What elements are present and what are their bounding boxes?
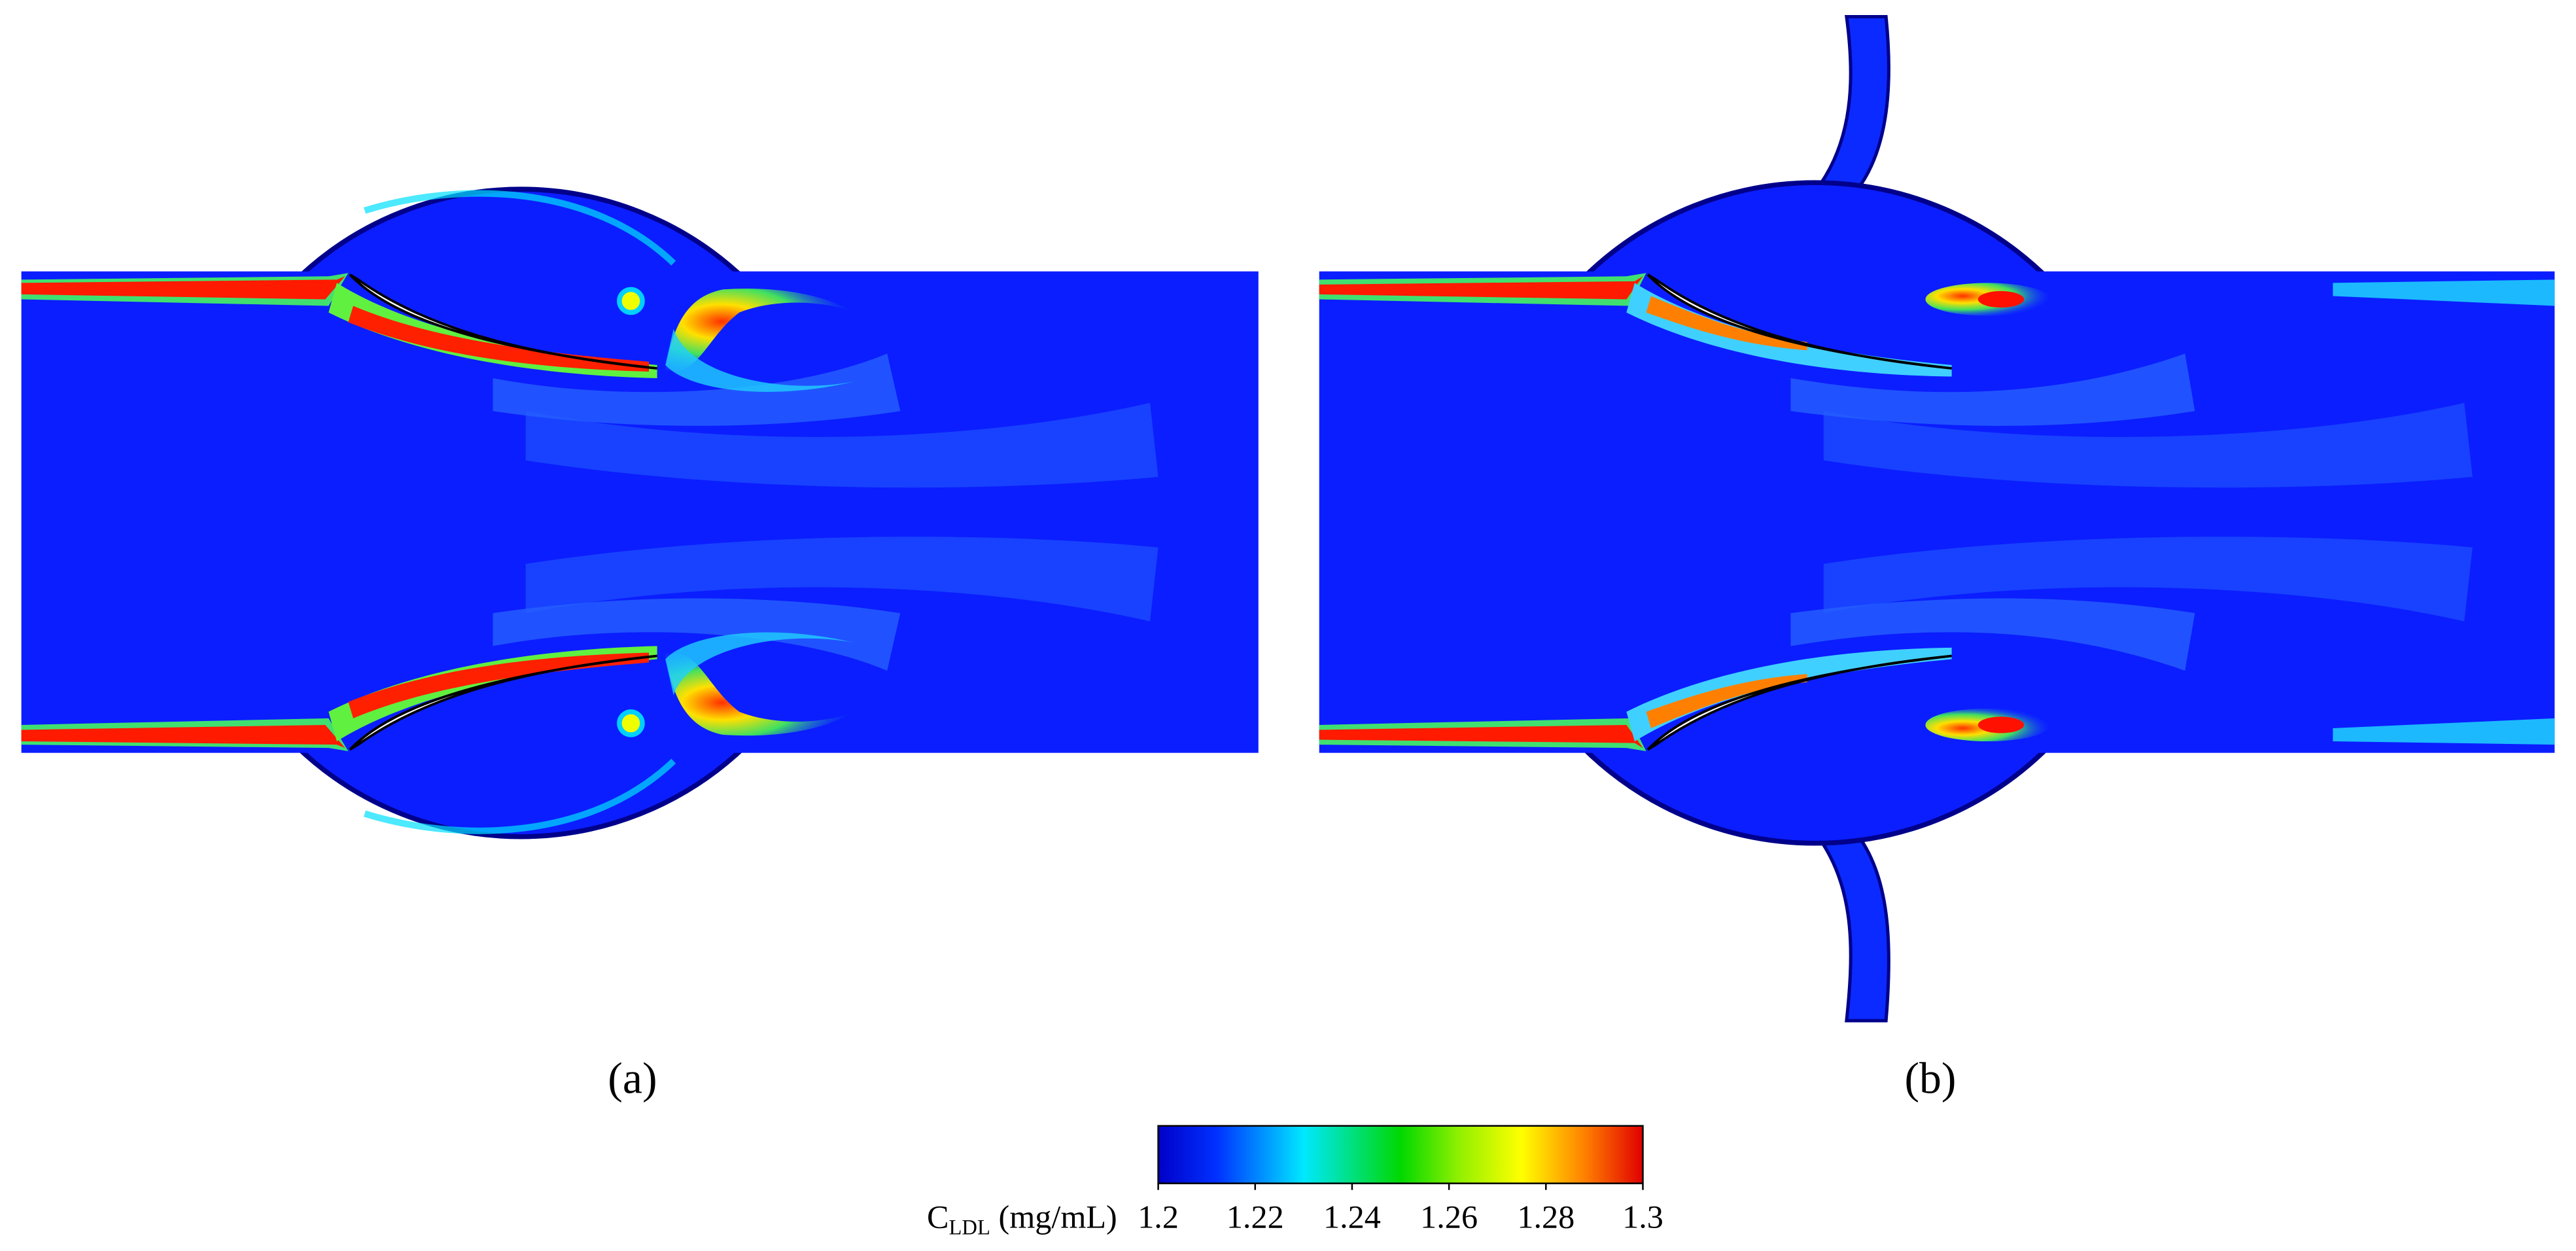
panel-label: (b)	[1904, 1054, 1956, 1103]
tick-label: 1.22	[1227, 1198, 1284, 1235]
panel-b: (b)	[1317, 14, 2556, 1103]
colorbar-label: CLDL (mg/mL)	[927, 1198, 1117, 1239]
tick-label: 1.2	[1138, 1198, 1179, 1235]
tick-label: 1.28	[1517, 1198, 1575, 1235]
tick-label: 1.24	[1323, 1198, 1381, 1235]
label-unit: (mg/mL)	[990, 1198, 1117, 1235]
panel-a: (a)	[22, 186, 1259, 1103]
colorbar: CLDL (mg/mL) 1.2 1.22 1.24 1.26 1.28 1.3	[927, 1125, 1663, 1240]
colorbar-gradient	[1157, 1125, 1644, 1184]
tick-label: 1.3	[1622, 1198, 1663, 1235]
panel-label: (a)	[608, 1054, 657, 1103]
label-main: C	[927, 1198, 949, 1235]
label-sub: LDL	[949, 1216, 990, 1240]
tick-label: 1.26	[1420, 1198, 1478, 1235]
